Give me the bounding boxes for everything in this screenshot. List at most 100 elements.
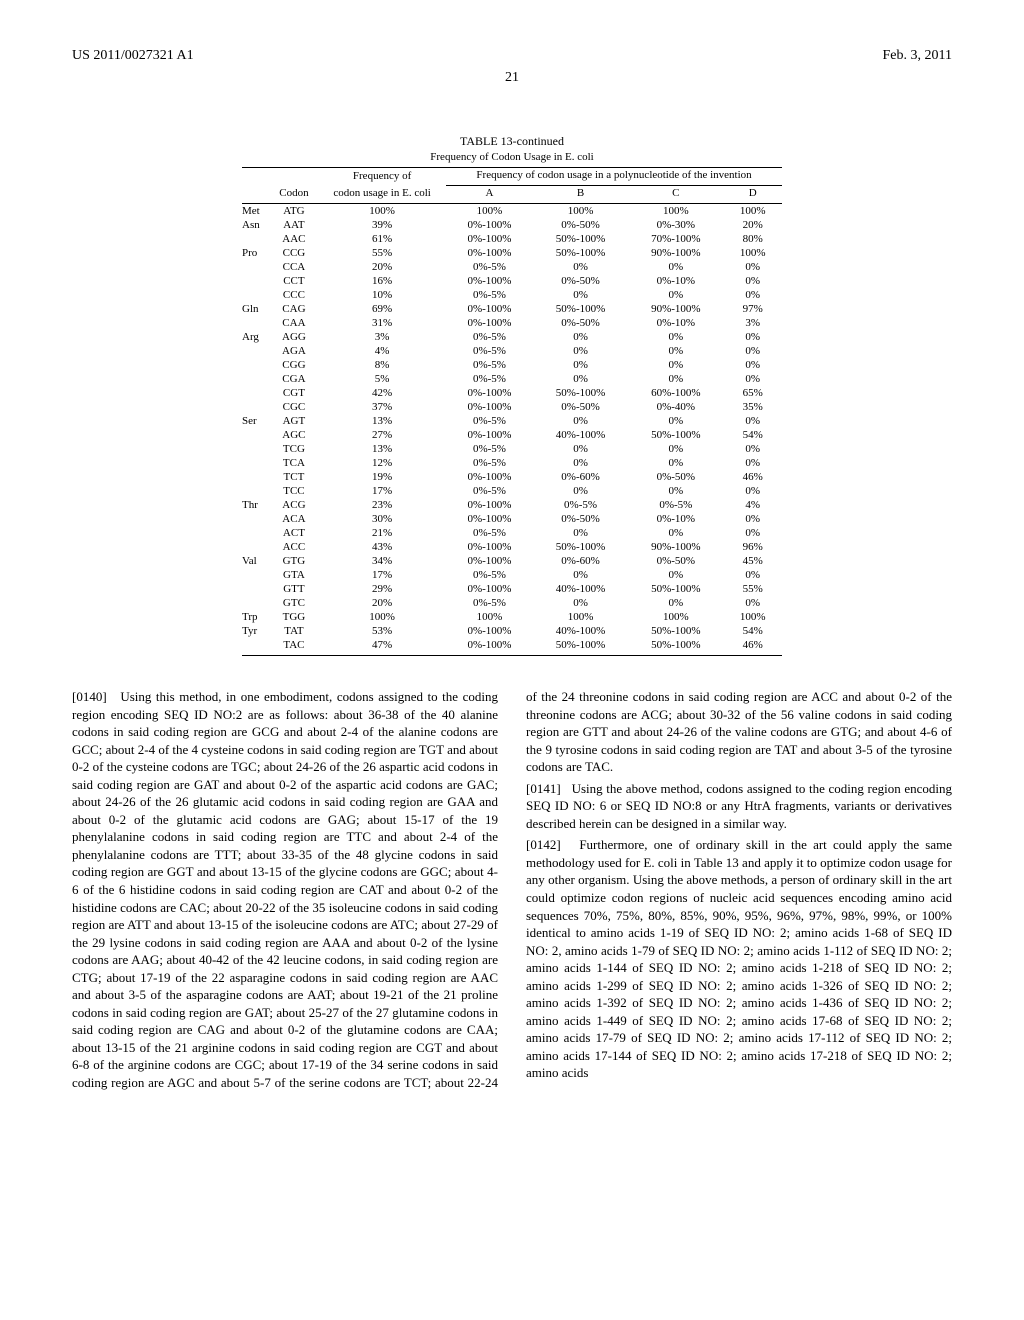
table-cell: 0%-100% [446, 582, 533, 596]
table-cell: 0%-5% [628, 498, 723, 512]
table-cell: 0% [724, 414, 783, 428]
table-cell: 0%-100% [446, 554, 533, 568]
table-cell: AGA [270, 344, 318, 358]
table-cell: 70%-100% [628, 232, 723, 246]
table-cell: 20% [318, 260, 446, 274]
paragraph-0142: [0142] Furthermore, one of ordinary skil… [526, 836, 952, 1082]
table-cell: 35% [724, 400, 783, 414]
table-cell: 0%-100% [446, 624, 533, 638]
table-cell: 0%-50% [533, 218, 628, 232]
table-cell: TCT [270, 470, 318, 484]
table-cell: Pro [242, 246, 270, 260]
table-cell [242, 484, 270, 498]
table-cell: 13% [318, 442, 446, 456]
table-cell: 0%-100% [446, 218, 533, 232]
table-cell: 4% [318, 344, 446, 358]
table-cell: 0%-10% [628, 512, 723, 526]
table-cell: 0% [533, 484, 628, 498]
table-cell: 0%-50% [533, 512, 628, 526]
table-cell [242, 456, 270, 470]
table-cell: 47% [318, 638, 446, 656]
table-cell: 0%-50% [533, 400, 628, 414]
table-row: CAA31%0%-100%0%-50%0%-10%3% [242, 316, 782, 330]
table-cell: 0%-60% [533, 554, 628, 568]
table-cell [242, 400, 270, 414]
table-cell: 0% [628, 568, 723, 582]
table-row: AGC27%0%-100%40%-100%50%-100%54% [242, 428, 782, 442]
table-row: AGA4%0%-5%0%0%0% [242, 344, 782, 358]
table-cell: 100% [533, 204, 628, 219]
table-row: MetATG100%100%100%100%100% [242, 204, 782, 219]
table-cell: 0% [533, 526, 628, 540]
table-cell: CGC [270, 400, 318, 414]
table-cell [242, 526, 270, 540]
table-cell: 0%-40% [628, 400, 723, 414]
table-cell: Asn [242, 218, 270, 232]
table-cell [242, 260, 270, 274]
table-row: CCT16%0%-100%0%-50%0%-10%0% [242, 274, 782, 288]
table-cell: 100% [628, 610, 723, 624]
codon-usage-table: Frequency of Frequency of codon usage in… [242, 168, 782, 656]
table-cell: 0% [724, 456, 783, 470]
table-cell: 0% [533, 596, 628, 610]
table-cell: 0%-5% [446, 344, 533, 358]
table-cell: 100% [724, 246, 783, 260]
table-cell: 80% [724, 232, 783, 246]
table-cell: GTC [270, 596, 318, 610]
table-cell: 37% [318, 400, 446, 414]
table-cell: Val [242, 554, 270, 568]
table-cell: 0%-5% [446, 414, 533, 428]
table-cell: Arg [242, 330, 270, 344]
table-cell: 0%-5% [533, 498, 628, 512]
table-cell: 45% [724, 554, 783, 568]
col-codon: Codon [270, 186, 318, 204]
table-cell: TCC [270, 484, 318, 498]
table-cell: 40%-100% [533, 624, 628, 638]
table-cell: 50%-100% [533, 386, 628, 400]
page-number: 21 [72, 70, 952, 86]
table-subtitle: Frequency of Codon Usage in E. coli [242, 151, 782, 168]
table-cell: 50%-100% [533, 638, 628, 656]
table-row: TCA12%0%-5%0%0%0% [242, 456, 782, 470]
table-cell: CAA [270, 316, 318, 330]
table-cell: 0% [724, 358, 783, 372]
table-cell: 0%-5% [446, 442, 533, 456]
table-cell: CGA [270, 372, 318, 386]
table-cell: 0% [628, 596, 723, 610]
table-cell: Tyr [242, 624, 270, 638]
table-cell: 40%-100% [533, 582, 628, 596]
table-cell [242, 470, 270, 484]
table-cell: 17% [318, 568, 446, 582]
table-row: ProCCG55%0%-100%50%-100%90%-100%100% [242, 246, 782, 260]
table-cell: 0% [533, 372, 628, 386]
table-cell: 0%-5% [446, 526, 533, 540]
table-cell: 31% [318, 316, 446, 330]
table-cell: 0% [533, 456, 628, 470]
table-cell: 13% [318, 414, 446, 428]
table-cell: GTG [270, 554, 318, 568]
table-row: GTA17%0%-5%0%0%0% [242, 568, 782, 582]
table-cell: 0% [724, 568, 783, 582]
table-cell: 19% [318, 470, 446, 484]
para-number: [0140] [72, 689, 107, 704]
table-cell [242, 568, 270, 582]
table-cell: 0%-5% [446, 288, 533, 302]
table-row: CGC37%0%-100%0%-50%0%-40%35% [242, 400, 782, 414]
table-cell: 0% [724, 288, 783, 302]
table-cell: 0% [533, 568, 628, 582]
table-cell: 100% [446, 204, 533, 219]
publication-date: Feb. 3, 2011 [883, 48, 952, 64]
table-cell: 46% [724, 470, 783, 484]
table-cell: 55% [724, 582, 783, 596]
table-caption: TABLE 13-continued [72, 134, 952, 149]
table-row: TCC17%0%-5%0%0%0% [242, 484, 782, 498]
col-header-polynucleotide: Frequency of codon usage in a polynucleo… [446, 168, 782, 186]
table-cell: 42% [318, 386, 446, 400]
table-cell: 0% [533, 288, 628, 302]
table-cell: 0%-50% [533, 274, 628, 288]
table-cell [242, 274, 270, 288]
table-cell: 0% [724, 344, 783, 358]
table-cell: 0% [724, 372, 783, 386]
table-cell: 100% [318, 204, 446, 219]
table-cell: 50%-100% [533, 540, 628, 554]
